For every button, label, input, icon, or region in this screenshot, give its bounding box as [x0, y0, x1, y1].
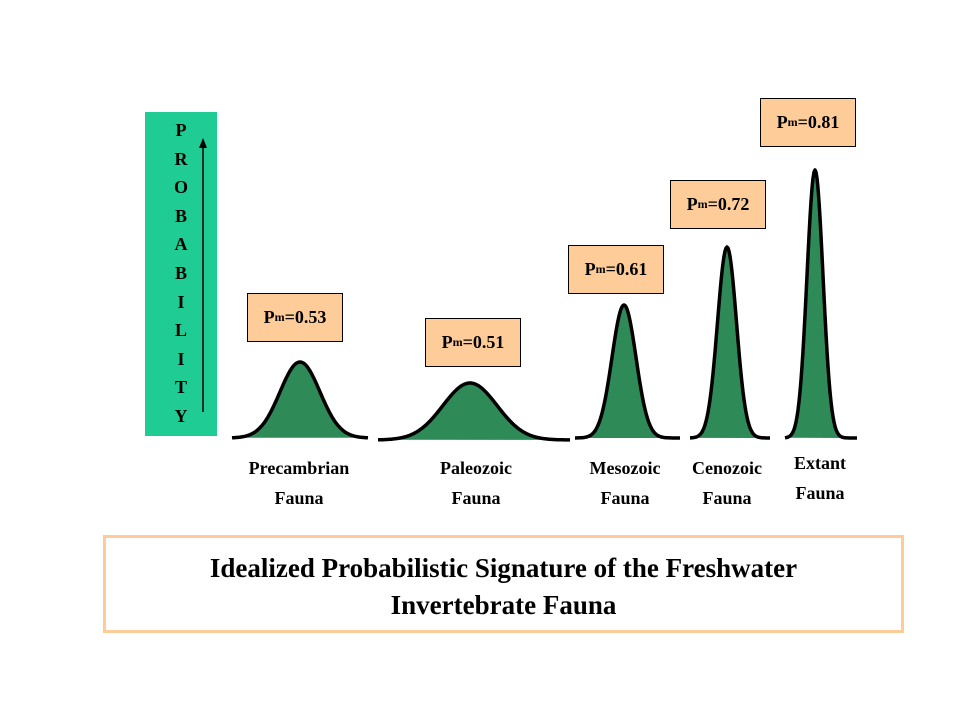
- axis-letter: O: [173, 177, 188, 198]
- distribution-fill: [690, 247, 770, 438]
- pm-subscript: m: [697, 197, 708, 211]
- axis-letter: P: [175, 120, 187, 140]
- caption-line: Idealized Probabilistic Signature of the…: [209, 553, 798, 583]
- fauna-label-line: Precambrian: [248, 458, 350, 478]
- pm-subscript: m: [595, 262, 606, 276]
- caption-box: Idealized Probabilistic Signature of the…: [103, 535, 904, 633]
- fauna-label: Cenozoic Fauna: [657, 453, 797, 513]
- fauna-label-line: Fauna: [600, 488, 650, 508]
- arrow-head: [199, 138, 207, 148]
- fauna-label: Paleozoic Fauna: [406, 453, 546, 513]
- pm-symbol: P: [584, 259, 596, 279]
- axis-letter: L: [174, 320, 187, 341]
- pm-symbol: P: [441, 332, 453, 352]
- axis-letter: T: [174, 377, 187, 398]
- fauna-label-line: Cenozoic: [692, 458, 762, 478]
- pm-subscript: m: [787, 115, 798, 129]
- distribution-curve: [689, 245, 771, 440]
- pm-value: =0.53: [284, 307, 327, 327]
- pm-subscript: m: [452, 335, 463, 349]
- probability-box: [145, 112, 217, 436]
- pm-subscript: m: [274, 310, 285, 324]
- distribution-curve: [377, 381, 571, 442]
- pm-value: =0.51: [462, 332, 505, 352]
- fauna-label-line: Fauna: [702, 488, 752, 508]
- distribution-fill: [575, 305, 680, 438]
- fauna-label-line: Paleozoic: [440, 458, 512, 478]
- fauna-label-line: Extant: [793, 453, 846, 473]
- fauna-label: Precambrian Fauna: [229, 453, 369, 513]
- distribution-fill: [378, 383, 570, 440]
- axis-letter: I: [177, 348, 185, 369]
- axis-letter: I: [177, 291, 185, 312]
- pm-symbol: P: [263, 307, 275, 327]
- distribution-curve: [574, 303, 681, 440]
- axis-letter: A: [174, 234, 188, 255]
- distribution-curve: [231, 360, 369, 440]
- axis-letter: B: [174, 263, 187, 283]
- pm-value: =0.61: [605, 259, 648, 279]
- distribution-curve: [784, 168, 858, 440]
- fauna-label-line: Fauna: [451, 488, 501, 508]
- fauna-label-line: Fauna: [795, 483, 845, 503]
- pm-symbol: P: [776, 112, 788, 132]
- axis-letter: B: [174, 205, 187, 226]
- pm-value: =0.72: [707, 194, 750, 214]
- axis-letter: Y: [174, 406, 188, 426]
- fauna-label: Extant Fauna: [750, 448, 890, 508]
- caption-line: Invertebrate Fauna: [390, 590, 617, 620]
- distribution-fill: [232, 362, 368, 438]
- fauna-label-line: Fauna: [274, 488, 324, 508]
- pm-symbol: P: [686, 194, 698, 214]
- axis-letter: R: [174, 148, 188, 169]
- pm-value: =0.81: [797, 112, 840, 132]
- fauna-label: Mesozoic Fauna: [555, 453, 695, 513]
- fauna-label-line: Mesozoic: [589, 458, 661, 478]
